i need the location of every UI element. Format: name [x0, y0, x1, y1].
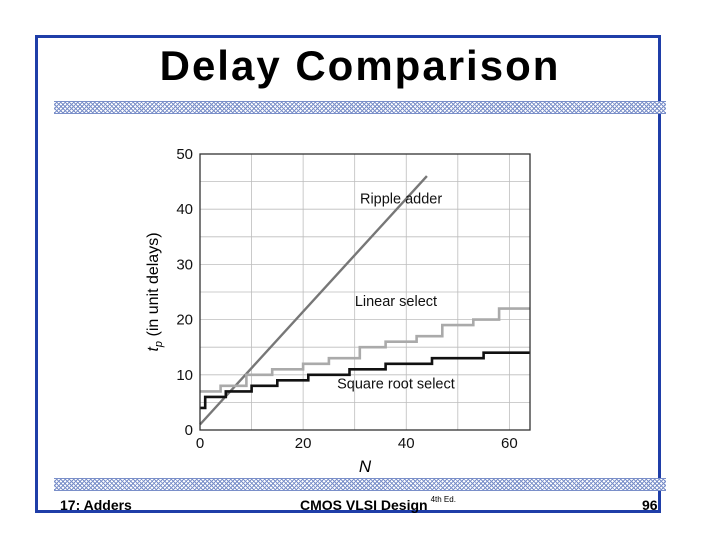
series-labels: Ripple adder Linear select Square root sel… [337, 192, 455, 393]
footer-edition: 4th Ed. [430, 495, 456, 504]
x-tick-label: 0 [196, 435, 204, 452]
x-tick-label: 20 [295, 435, 312, 452]
y-tick-label: 30 [176, 256, 193, 273]
x-tick-label: 40 [398, 435, 415, 452]
series-label-3: Square root select [337, 377, 455, 393]
series-label-1: Ripple adder [360, 192, 442, 208]
footer-chapter: 17: Adders [60, 497, 132, 513]
x-axis-label: N [359, 457, 372, 476]
slide-title: Delay Comparison [159, 42, 561, 89]
plot-frame [199, 153, 531, 431]
y-tick-label: 0 [185, 422, 193, 439]
tick-labels: 0 20 40 60 0 10 20 30 40 50 [176, 146, 517, 452]
delay-comparison-chart: 0 20 40 60 0 10 20 30 40 50 Ripple adder Linear se… [145, 146, 531, 476]
footer-page-number: 96 [642, 497, 658, 513]
y-tick-label: 40 [176, 201, 193, 218]
y-tick-label: 20 [176, 312, 193, 329]
slide-border [35, 35, 661, 513]
y-tick-label: 10 [176, 367, 193, 384]
series-lines [199, 175, 530, 426]
series-line-1 [199, 175, 428, 426]
series-line-3 [200, 351, 530, 410]
series-line-2 [200, 307, 530, 393]
series-label-2: Linear select [355, 294, 437, 310]
footer-course: CMOS VLSI Design 4th Ed. [300, 495, 456, 513]
title-divider [54, 101, 666, 114]
x-tick-label: 60 [501, 435, 518, 452]
footer-divider [54, 478, 666, 491]
y-tick-label: 50 [176, 146, 193, 163]
footer-course-title: CMOS VLSI Design [300, 497, 428, 513]
y-axis-label: tp (in unit delays) [145, 232, 165, 351]
